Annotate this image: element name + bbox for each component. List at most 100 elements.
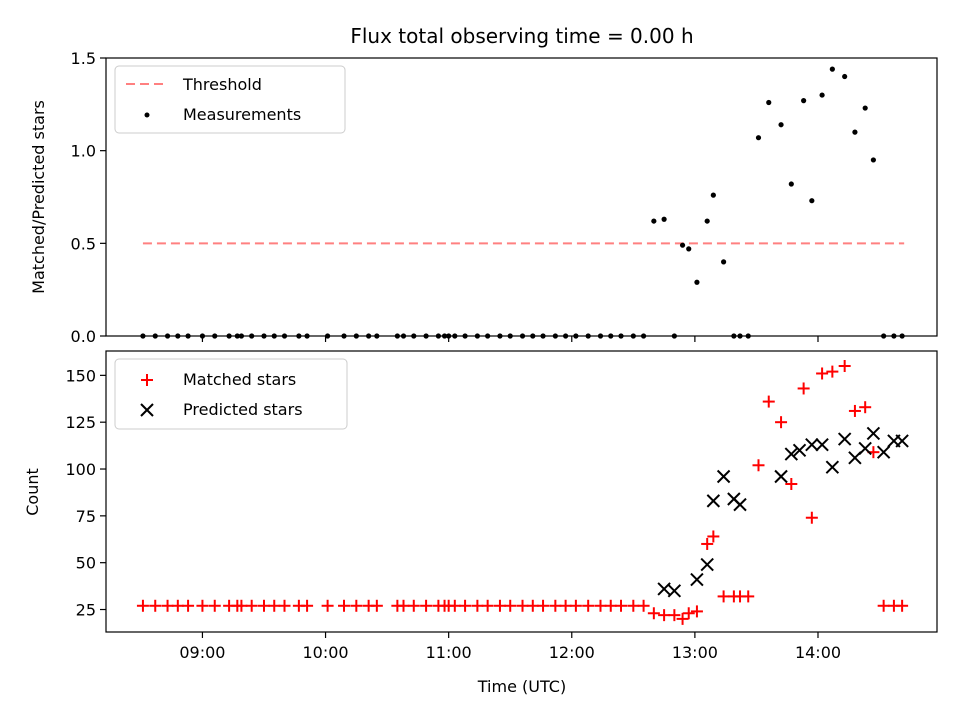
bottom-ylabel: Count [23, 468, 42, 516]
x-marker-b [667, 584, 682, 598]
bottom-legend-box [114, 358, 348, 430]
measurement-point [852, 129, 858, 135]
matched-star-point [526, 599, 539, 612]
x-marker-b [716, 469, 731, 484]
measurement-point [801, 98, 807, 104]
measurement-point [778, 122, 784, 128]
x-marker-b [895, 434, 909, 448]
measurement-point [766, 99, 772, 106]
matched-star-point [838, 359, 851, 372]
predicted-star-point [792, 443, 807, 457]
x-marker-b [706, 494, 721, 508]
measurement-point [809, 198, 815, 204]
matched-star-point [459, 599, 472, 612]
matched-star-point [637, 599, 650, 612]
top-ytick-label: 1.0 [71, 142, 96, 161]
top-ytick-label: 1.5 [71, 49, 96, 68]
matched-star-point [171, 599, 184, 612]
top-panel: 0.0 0.5 1.0 1.5 Matched/Predicted stars Thr… [29, 49, 938, 346]
predicted-star-point [774, 469, 788, 484]
matched-star-point [615, 599, 628, 612]
matched-star-point [826, 365, 839, 378]
predicted-star-point [825, 460, 840, 474]
predicted-star-point [733, 497, 747, 512]
predicted-star-point [866, 426, 881, 441]
predicted-star-point [716, 469, 731, 484]
predicted-star-point [805, 437, 819, 452]
measurement-point [862, 105, 868, 111]
bottom-legend: Matched stars Predicted stars [114, 358, 348, 430]
legend-measurements-label: Measurements [183, 105, 301, 124]
matched-star-point [549, 599, 562, 612]
matched-star-point [301, 599, 314, 612]
matched-star-point [537, 599, 550, 612]
matched-star-point [559, 599, 572, 612]
legend-threshold-label: Threshold [182, 75, 262, 94]
measurement-point [819, 92, 825, 98]
predicted-star-point [876, 445, 891, 459]
matched-star-point [742, 590, 755, 603]
x-marker-b [866, 426, 881, 441]
matched-star-point [407, 599, 420, 612]
legend-matched-label: Matched stars [183, 370, 296, 389]
bottom-ytick-label: 50 [76, 554, 96, 573]
x-marker-b [825, 460, 840, 474]
top-axes-frame [105, 57, 938, 337]
matched-star-point [397, 599, 410, 612]
matched-star-point [717, 590, 730, 603]
legend-matched-swatch [141, 374, 153, 386]
bottom-xlabel: Time (UTC) [477, 677, 566, 696]
predicted-star-point [700, 557, 714, 572]
bottom-xtick-label: 10:00 [302, 643, 348, 662]
top-legend-box [114, 65, 346, 134]
x-marker-b [876, 445, 891, 459]
bottom-xtick-label: 13:00 [672, 643, 718, 662]
predicted-star-point [837, 432, 852, 446]
x-marker-b [657, 582, 671, 596]
matched-star-point [668, 609, 681, 622]
x-marker-b [837, 432, 852, 446]
predicted-star-point [815, 437, 829, 452]
bottom-ytick-label: 125 [65, 413, 96, 432]
matched-star-point [658, 609, 671, 622]
measurement-point [694, 279, 700, 285]
matched-star-point [785, 478, 798, 491]
matched-star-point [268, 599, 281, 612]
matched-star-point [149, 599, 162, 612]
matched-star-point [182, 599, 195, 612]
bottom-xtick-label: 14:00 [795, 643, 841, 662]
legend-predicted-swatch [140, 403, 154, 417]
matched-star-point [752, 459, 765, 472]
matched-star-point [627, 599, 640, 612]
x-marker-b [815, 437, 829, 452]
matched-star-point [690, 605, 703, 618]
chart-title: Flux total observing time = 0.00 h [350, 24, 693, 48]
top-legend: Threshold Measurements [114, 65, 346, 134]
matched-star-point [762, 395, 775, 408]
matched-star-point [321, 599, 334, 612]
matched-star-point [582, 599, 595, 612]
matched-star-point [235, 599, 248, 612]
matched-star-point [604, 599, 617, 612]
legend-measurements-swatch [144, 112, 150, 118]
measurement-point [686, 246, 692, 252]
matched-star-point [859, 401, 872, 414]
matched-star-point [877, 599, 890, 612]
x-marker-b [805, 437, 819, 452]
bottom-ytick-label: 25 [76, 601, 96, 620]
measurement-point [870, 157, 876, 163]
measurement-point [721, 259, 727, 265]
predicted-star-point [895, 434, 909, 448]
x-marker-b [858, 441, 872, 456]
bottom-ytick-label: 150 [65, 366, 96, 385]
measurement-point [679, 242, 686, 248]
top-ytick-label: 0.0 [71, 327, 96, 346]
x-marker-b [690, 572, 704, 587]
matched-star-point [350, 599, 363, 612]
matched-star-point [647, 607, 660, 620]
measurement-point [661, 216, 667, 222]
matched-star-point [775, 416, 788, 429]
measurement-point [710, 192, 716, 198]
x-marker-b [733, 497, 747, 512]
